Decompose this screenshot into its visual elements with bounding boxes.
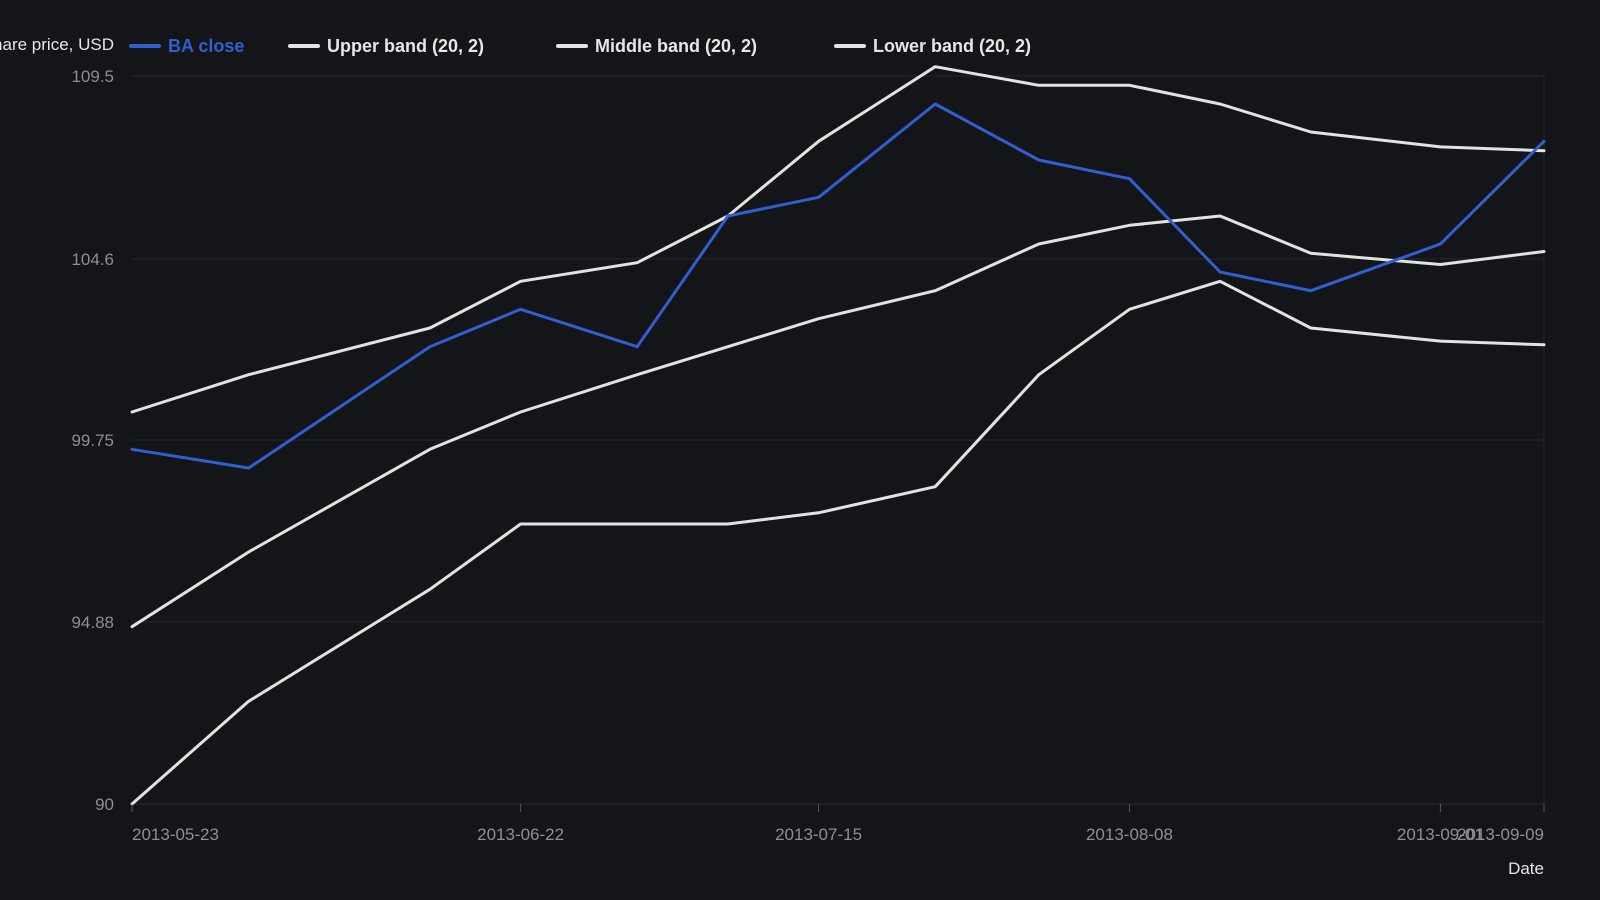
x-axis: 2013-05-23 2013-06-22 2013-07-15 2013-08-08… <box>131 804 1545 844</box>
legend-label: Upper band (20, 2) <box>327 36 484 56</box>
grid-lines <box>132 75 1545 805</box>
x-axis-title: Date <box>1508 859 1544 878</box>
y-tick-label: 109.5 <box>71 67 114 86</box>
series-line-upper-band-20-2 <box>130 65 1546 414</box>
legend-label: BA close <box>168 36 244 56</box>
y-tick-label: 99.75 <box>71 431 114 450</box>
series-line-middle-band-20-2 <box>130 214 1546 629</box>
y-tick-label: 104.6 <box>71 250 114 269</box>
y-axis-title: Share price, USD <box>0 35 114 54</box>
x-tick-label: 2013-09-09 <box>1457 825 1544 844</box>
x-tick-label: 2013-08-08 <box>1086 825 1173 844</box>
x-tick-label: 2013-07-15 <box>775 825 862 844</box>
y-tick-label: 94.88 <box>71 613 114 632</box>
x-tick-label: 2013-06-22 <box>477 825 564 844</box>
y-axis: 109.5 104.6 99.75 94.88 90 <box>71 67 114 814</box>
x-tick-label: 2013-09-01 <box>1397 825 1484 844</box>
series-line-lower-band-20-2 <box>130 279 1546 806</box>
series-line-ba-close <box>130 102 1546 470</box>
legend: BA close Upper band (20, 2) Middle band (2… <box>129 36 1031 56</box>
y-tick-label: 90 <box>95 795 114 814</box>
legend-label: Lower band (20, 2) <box>873 36 1031 56</box>
series-layer <box>130 65 1546 806</box>
x-tick-label: 2013-05-23 <box>132 825 219 844</box>
legend-label: Middle band (20, 2) <box>595 36 757 56</box>
